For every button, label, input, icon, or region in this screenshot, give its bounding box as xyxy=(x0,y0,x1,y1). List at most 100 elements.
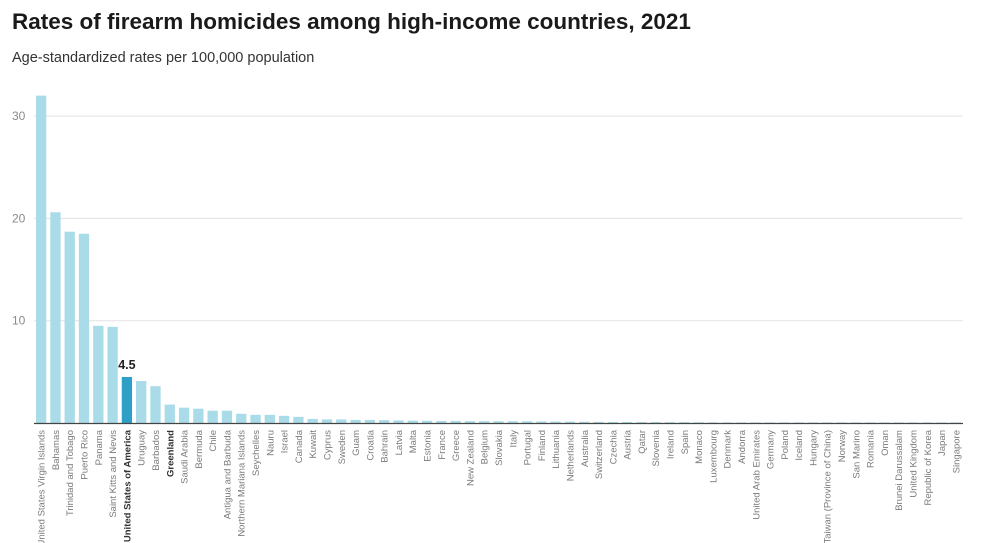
x-tick-label-romania: Romania xyxy=(866,429,877,468)
bar-france xyxy=(436,420,447,423)
bar-monaco xyxy=(693,422,704,423)
bar-cyprus xyxy=(321,419,333,423)
bar-finland xyxy=(536,421,547,423)
y-tick-label-30: 30 xyxy=(12,109,26,123)
chart-subtitle: Age-standardized rates per 100,000 popul… xyxy=(12,50,315,66)
x-tick-label-guam: Guam xyxy=(351,430,362,456)
x-tick-label-saudi-arabia: Saudi Arabia xyxy=(180,429,191,484)
chart-title: Rates of firearm homicides among high-in… xyxy=(12,9,691,34)
bar-saint-kitts-and-nevis xyxy=(107,326,118,423)
bar-antigua-and-barbuda xyxy=(221,410,233,423)
x-tick-label-barbados: Barbados xyxy=(151,430,162,471)
x-tick-label-bahamas: Bahamas xyxy=(51,430,62,470)
bar-bahrain xyxy=(379,420,390,423)
x-tick-label-estonia: Estonia xyxy=(423,429,434,461)
bar-bahamas xyxy=(50,212,61,423)
bar-spain xyxy=(679,422,690,423)
bar-chile xyxy=(207,410,218,423)
bar-guam xyxy=(350,419,361,423)
bar-bermuda xyxy=(193,408,204,423)
bar-ireland xyxy=(664,422,676,423)
bar-denmark xyxy=(722,422,733,423)
x-tick-label-japan: Japan xyxy=(937,430,948,456)
x-tick-label-bahrain: Bahrain xyxy=(380,430,391,463)
x-tick-label-france: France xyxy=(437,430,448,460)
x-tick-label-singapore: Singapore xyxy=(951,430,962,473)
x-tick-label-lithuania: Lithuania xyxy=(551,429,562,468)
x-tick-label-monaco: Monaco xyxy=(694,430,705,464)
bar-brunei-darussalam xyxy=(893,422,904,423)
x-tick-label-switzerland: Switzerland xyxy=(594,430,605,479)
bar-slovakia xyxy=(493,421,504,423)
x-tick-label-northern-mariana-islands: Northern Mariana Islands xyxy=(237,430,248,537)
bars xyxy=(36,95,961,423)
bar-republic-of-korea xyxy=(922,422,933,423)
x-tick-label-bermuda: Bermuda xyxy=(194,429,205,468)
x-tick-label-antigua-and-barbuda: Antigua and Barbuda xyxy=(222,429,233,519)
x-tick-label-sweden: Sweden xyxy=(337,430,348,464)
data-labels: 4.5 xyxy=(118,358,135,372)
x-tick-label-denmark: Denmark xyxy=(723,430,734,469)
data-label-united-states-of-america: 4.5 xyxy=(118,358,135,372)
x-tick-label-united-arab-emirates: United Arab Emirates xyxy=(751,430,762,520)
x-tick-label-ireland: Ireland xyxy=(666,430,677,459)
x-tick-label-greenland: Greenland xyxy=(165,430,176,477)
bar-nauru xyxy=(264,414,275,423)
bar-northern-mariana-islands xyxy=(236,413,247,423)
x-axis-category-labels: United States Virgin Islands Bahamas Trini… xyxy=(37,429,963,543)
x-tick-label-slovakia: Slovakia xyxy=(494,429,505,466)
bar-norway xyxy=(836,422,847,423)
x-tick-label-cyprus: Cyprus xyxy=(322,430,333,460)
x-tick-label-qatar: Qatar xyxy=(637,430,648,454)
bar-united-states-of-america xyxy=(121,376,133,423)
bar-portugal xyxy=(521,421,533,423)
x-tick-label-andorra: Andorra xyxy=(737,429,748,464)
x-tick-label-germany: Germany xyxy=(766,430,777,469)
bar-panama xyxy=(93,325,104,423)
x-tick-label-poland: Poland xyxy=(780,430,791,460)
y-tick-label-20: 20 xyxy=(12,211,26,225)
x-tick-label-nauru: Nauru xyxy=(265,430,276,456)
bar-greenland xyxy=(164,404,175,423)
x-tick-label-hungary: Hungary xyxy=(808,430,819,466)
x-tick-label-slovenia: Slovenia xyxy=(651,429,662,466)
bar-sweden xyxy=(336,419,347,423)
bar-united-states-virgin-islands xyxy=(36,95,47,423)
x-tick-label-croatia: Croatia xyxy=(365,429,376,460)
bar-trinidad-and-tobago xyxy=(64,231,75,423)
x-tick-label-italy: Italy xyxy=(508,430,519,448)
bar-puerto-rico xyxy=(78,233,90,423)
x-tick-label-kuwait: Kuwait xyxy=(308,430,319,459)
bar-slovenia xyxy=(650,422,661,423)
x-tick-label-chile: Chile xyxy=(208,430,219,452)
bar-greece xyxy=(450,420,461,423)
bar-seychelles xyxy=(250,414,261,423)
bar-luxembourg xyxy=(707,422,719,423)
x-tick-label-new-zealand: New Zealand xyxy=(465,430,476,486)
bar-switzerland xyxy=(593,421,604,423)
x-tick-label-oman: Oman xyxy=(880,430,891,456)
x-tick-label-luxembourg: Luxembourg xyxy=(708,430,719,483)
x-tick-label-belgium: Belgium xyxy=(480,430,491,464)
bar-kuwait xyxy=(307,418,318,423)
bar-new-zealand xyxy=(464,421,476,423)
x-tick-label-puerto-rico: Puerto Rico xyxy=(80,430,91,480)
x-tick-label-finland: Finland xyxy=(537,430,548,461)
x-tick-label-netherlands: Netherlands xyxy=(565,430,576,481)
x-tick-label-taiwan-province-of-china: Taiwan (Province of China) xyxy=(823,430,834,543)
x-tick-label-australia: Australia xyxy=(580,429,591,467)
bar-uruguay xyxy=(136,381,147,423)
bar-andorra xyxy=(736,422,747,423)
bar-netherlands xyxy=(564,421,576,423)
x-tick-label-panama: Panama xyxy=(94,429,105,465)
bar-czechia xyxy=(607,421,618,423)
bar-australia xyxy=(579,421,590,423)
x-tick-label-trinidad-and-tobago: Trinidad and Tobago xyxy=(65,430,76,516)
bar-united-kingdom xyxy=(907,422,919,423)
x-tick-label-malta: Malta xyxy=(408,429,419,453)
x-tick-label-spain: Spain xyxy=(680,430,691,454)
x-tick-label-san-marino: San Marino xyxy=(851,430,862,479)
bar-taiwan-province-of-china xyxy=(822,422,833,423)
bar-qatar xyxy=(636,422,647,423)
